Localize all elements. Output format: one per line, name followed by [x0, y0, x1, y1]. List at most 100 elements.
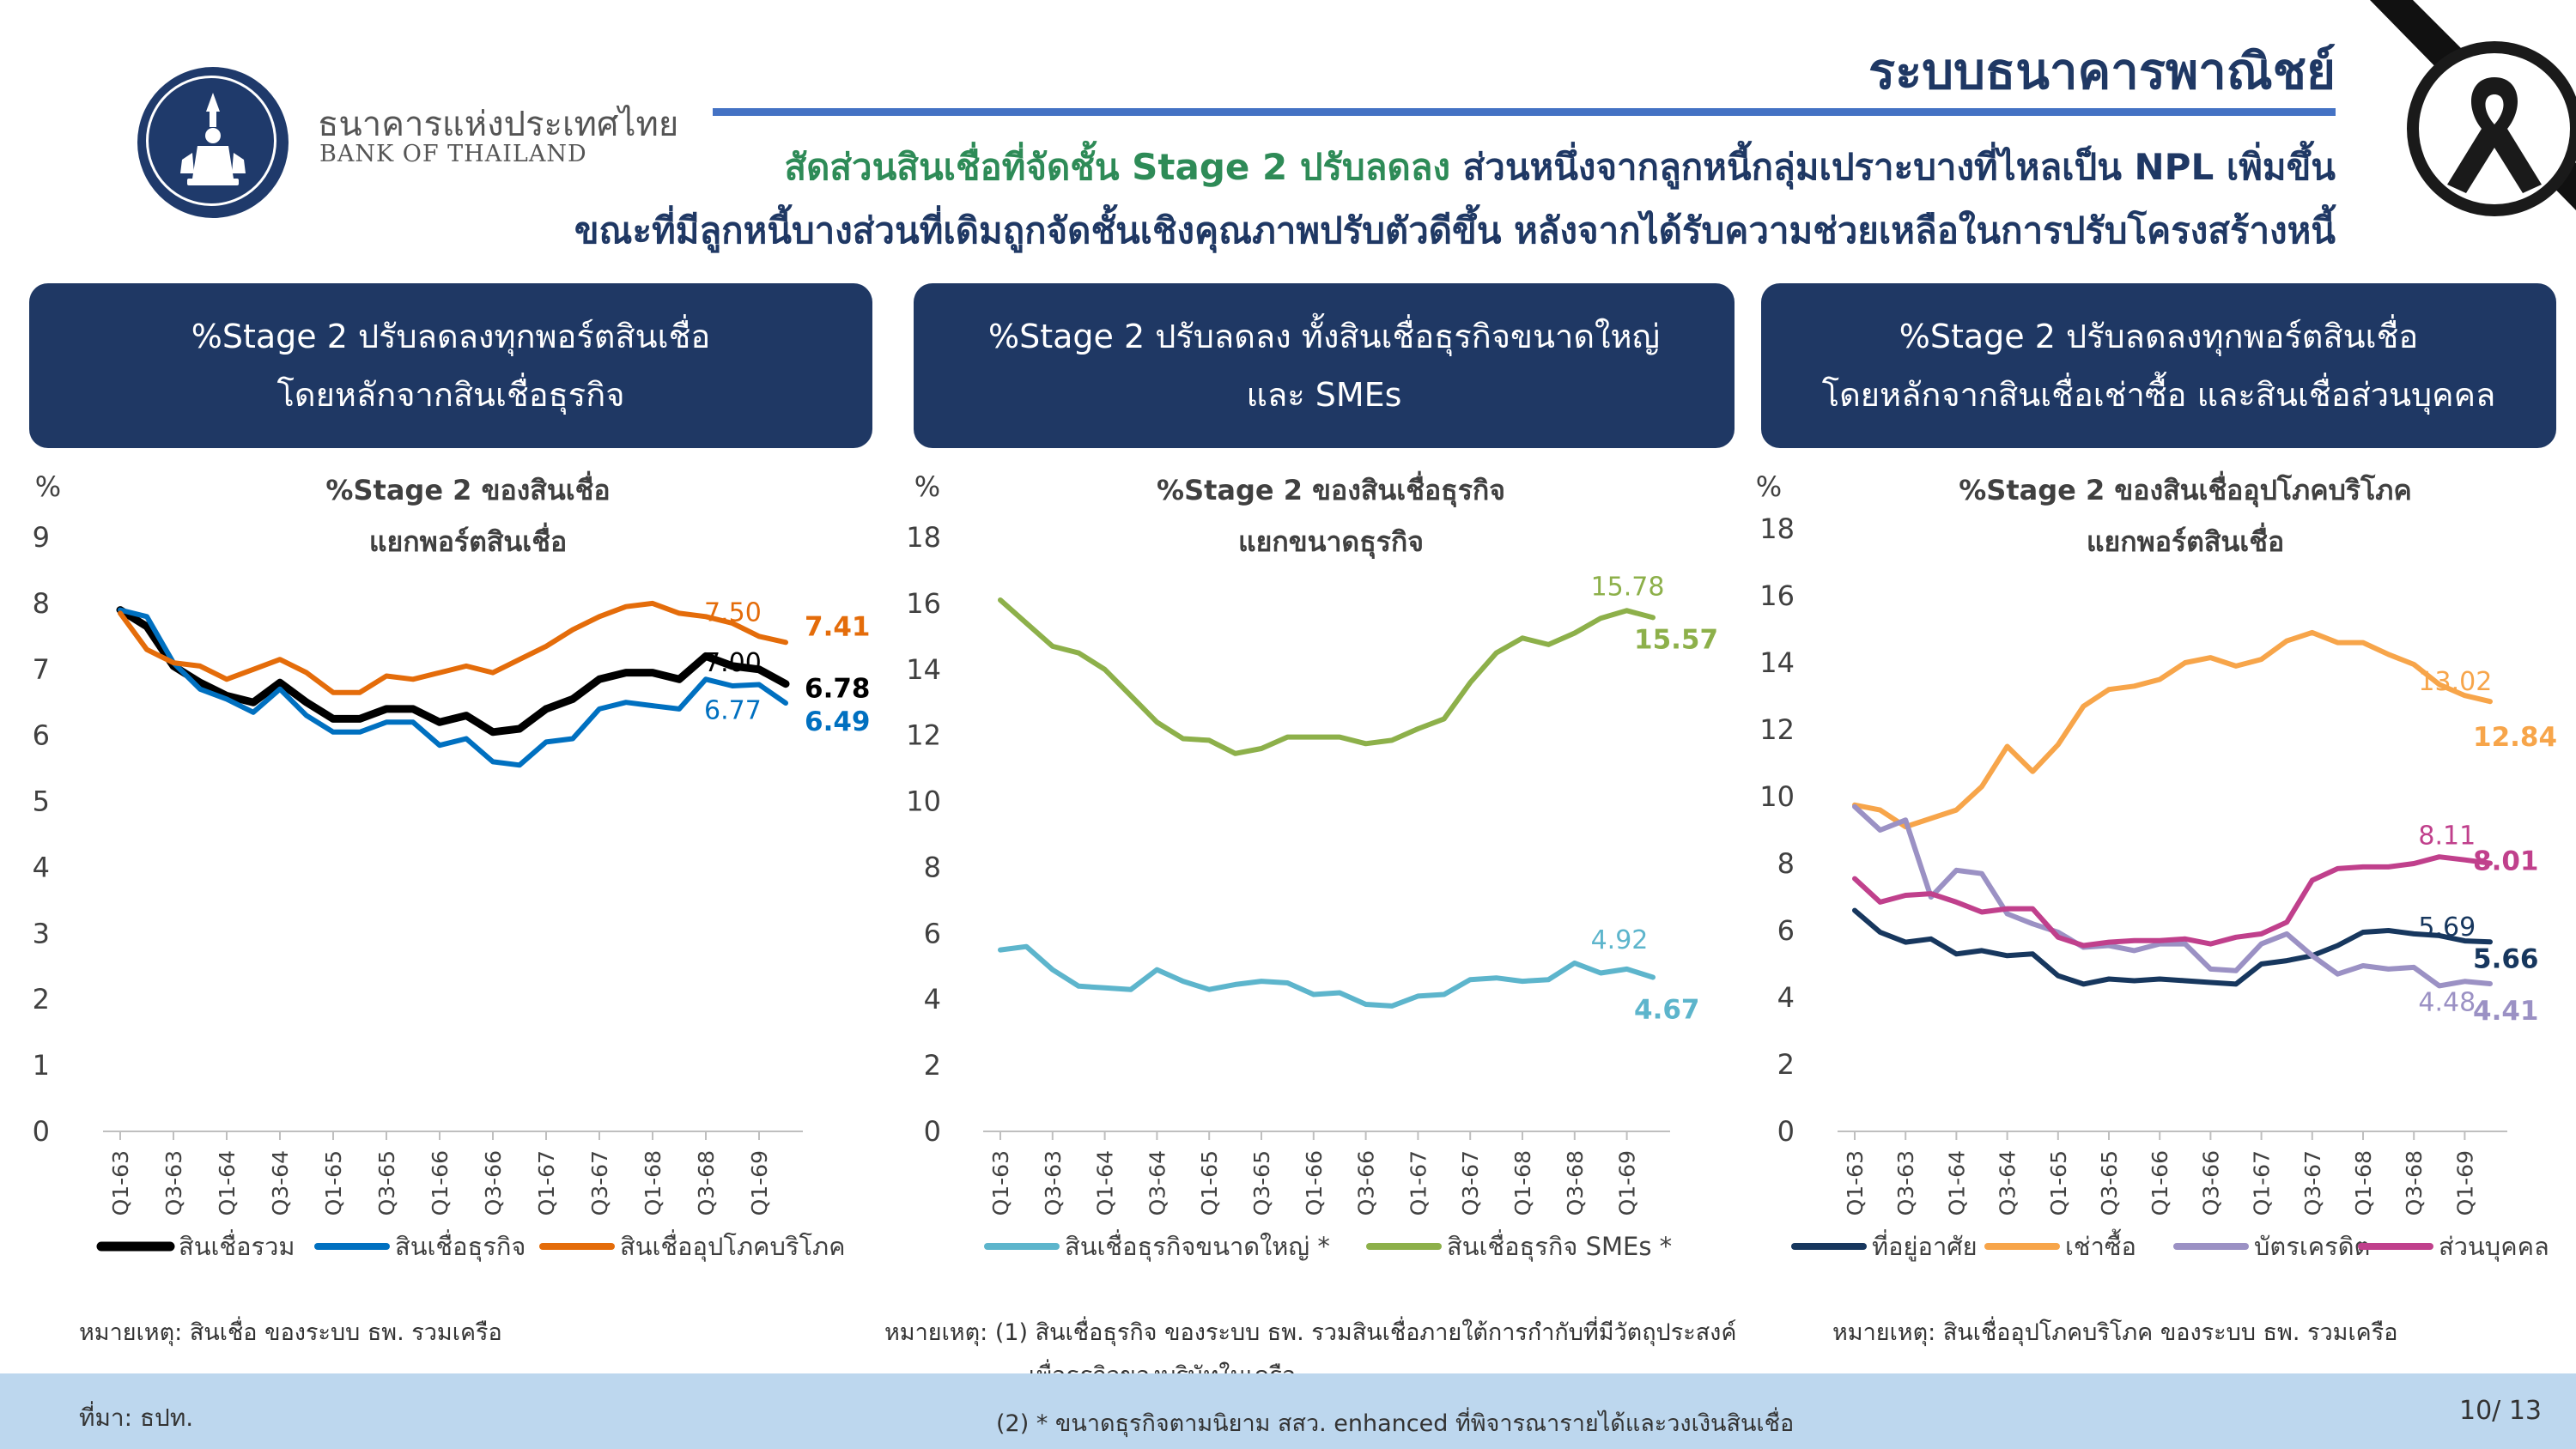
series-line — [1852, 907, 2493, 987]
data-label: 4.67 — [1634, 994, 1700, 1025]
y-tick-label: 8 — [924, 851, 941, 883]
y-tick-label: 0 — [924, 1115, 941, 1148]
series-line — [1852, 629, 2493, 830]
data-label: 4.41 — [2473, 996, 2539, 1027]
chart-title: %Stage 2 ของสินเชื่ออุปโภคบริโภค — [1959, 470, 2412, 508]
x-tick-label: Q3-63 — [1041, 1150, 1066, 1216]
data-label: 6.77 — [704, 695, 762, 725]
x-tick-label: Q1-69 — [747, 1150, 772, 1216]
page-number: 10/ 13 — [2459, 1396, 2542, 1426]
y-tick-label: 3 — [33, 917, 50, 949]
x-tick-label: Q1-63 — [988, 1150, 1013, 1216]
data-label: 15.78 — [1591, 572, 1665, 602]
data-label: 6.78 — [805, 674, 871, 705]
panel-header-3-line-1: %Stage 2 ปรับลดลงทุกพอร์ตสินเชื่อ — [1899, 318, 2419, 355]
y-tick-label: 2 — [1777, 1048, 1795, 1081]
x-tick-label: Q1-68 — [1510, 1150, 1535, 1216]
y-tick-label: 18 — [1759, 512, 1795, 545]
x-tick-label: Q1-65 — [321, 1150, 346, 1216]
x-tick-label: Q3-64 — [268, 1150, 293, 1216]
x-tick-label: Q3-66 — [2198, 1150, 2223, 1216]
y-tick-label: 10 — [1759, 780, 1795, 813]
note-chart-2-line-1: หมายเหตุ: (1) สินเชื่อธุรกิจ ของระบบ ธพ.… — [884, 1319, 1737, 1346]
data-label: 12.84 — [2473, 722, 2557, 753]
panel-header-3-line-2: โดยหลักจากสินเชื่อเช่าซื้อ และสินเชื่อส่… — [1821, 376, 2496, 414]
x-tick-label: Q1-67 — [2250, 1150, 2275, 1216]
y-tick-label: 4 — [1777, 981, 1795, 1014]
y-tick-label: 5 — [33, 785, 50, 818]
y-tick-label: 16 — [906, 587, 941, 620]
bank-name-thai: ธนาคารแห่งประเทศไทย — [318, 105, 679, 144]
panel-header-3: %Stage 2 ปรับลดลงทุกพอร์ตสินเชื่อ โดยหลั… — [1761, 283, 2556, 448]
x-tick-label: Q1-65 — [1197, 1150, 1222, 1216]
x-tick-label: Q3-65 — [2097, 1150, 2122, 1216]
legend-label: ที่อยู่อาศัย — [1872, 1229, 1978, 1262]
x-tick-label: Q3-63 — [161, 1150, 186, 1216]
chart-title: %Stage 2 ของสินเชื่อ — [325, 470, 610, 506]
headline-rest: ส่วนหนึ่งจากลูกหนี้กลุ่มเปราะบางที่ไหลเป… — [1449, 146, 2336, 188]
data-label: 15.57 — [1634, 624, 1718, 655]
chart-subtitle: แยกขนาดธุรกิจ — [1238, 525, 1424, 560]
title-underline — [713, 108, 2336, 116]
note-chart-2-line-3: (2) * ขนาดธุรกิจตามนิยาม สสว. enhanced ท… — [996, 1410, 1795, 1437]
y-tick-label: 18 — [906, 521, 941, 554]
data-label: 7.00 — [704, 648, 762, 678]
note-chart-3: หมายเหตุ: สินเชื่ออุปโภคบริโภค ของระบบ ธ… — [1832, 1319, 2398, 1346]
y-axis-unit: % — [35, 470, 61, 503]
y-tick-label: 4 — [924, 983, 941, 1016]
data-label: 4.48 — [2418, 987, 2476, 1017]
bank-name-english: BANK OF THAILAND — [319, 141, 587, 167]
x-tick-label: Q3-67 — [1458, 1150, 1483, 1216]
legend-label: สินเชื่อธุรกิจ SMEs * — [1447, 1229, 1672, 1262]
x-tick-label: Q3-63 — [1893, 1150, 1918, 1216]
y-tick-label: 10 — [906, 785, 941, 818]
data-label: 7.50 — [704, 597, 762, 627]
panel-header-1: %Stage 2 ปรับลดลงทุกพอร์ตสินเชื่อ โดยหลั… — [29, 283, 872, 448]
y-tick-label: 8 — [33, 587, 50, 620]
bank-logo-ring — [146, 76, 276, 206]
panel-header-1-line-1: %Stage 2 ปรับลดลงทุกพอร์ตสินเชื่อ — [191, 318, 711, 355]
series-line — [1852, 803, 2493, 989]
series-line — [1852, 854, 2493, 949]
headline-line-1: สัดส่วนสินเชื่อที่จัดชั้น Stage 2 ปรับลด… — [515, 139, 2336, 196]
y-tick-label: 4 — [33, 851, 50, 883]
x-tick-label: Q3-67 — [2300, 1150, 2325, 1216]
legend-label: สินเชื่อธุรกิจ — [395, 1229, 526, 1262]
x-tick-label: Q1-65 — [2046, 1150, 2071, 1216]
x-tick-label: Q1-63 — [1843, 1150, 1868, 1216]
x-tick-label: Q1-66 — [2148, 1150, 2172, 1216]
x-tick-label: Q1-69 — [2452, 1150, 2477, 1216]
panel-header-2: %Stage 2 ปรับลดลง ทั้งสินเชื่อธุรกิจขนาด… — [914, 283, 1735, 448]
y-tick-label: 0 — [33, 1115, 50, 1148]
chart-business-loans: %Stage 2 ของสินเชื่อธุรกิจแยกขนาดธุรกิจ%… — [906, 470, 1718, 1262]
series-line — [118, 607, 788, 768]
x-tick-label: Q3-68 — [2402, 1150, 2427, 1216]
series-line — [116, 606, 790, 737]
chart-title: %Stage 2 ของสินเชื่อธุรกิจ — [1157, 470, 1505, 508]
x-tick-label: Q1-67 — [1406, 1150, 1431, 1216]
y-tick-label: 14 — [906, 653, 941, 686]
legend-label: บัตรเครดิต — [2254, 1232, 2370, 1261]
x-tick-label: Q1-64 — [1093, 1150, 1118, 1216]
x-tick-label: Q1-67 — [534, 1150, 559, 1216]
panel-header-2-line-2: และ SMEs — [1246, 376, 1402, 414]
y-tick-label: 16 — [1759, 579, 1795, 612]
x-tick-label: Q1-64 — [1944, 1150, 1969, 1216]
y-axis-unit: % — [1756, 470, 1782, 503]
x-tick-label: Q3-64 — [1145, 1150, 1170, 1216]
legend-label: สินเชื่ออุปโภคบริโภค — [620, 1229, 846, 1262]
x-tick-label: Q3-66 — [481, 1150, 506, 1216]
data-label: 5.66 — [2473, 943, 2539, 974]
chart-subtitle: แยกพอร์ตสินเชื่อ — [369, 522, 567, 558]
bank-emblem-icon — [180, 93, 246, 185]
x-tick-label: Q3-65 — [1249, 1150, 1274, 1216]
x-tick-label: Q3-67 — [587, 1150, 612, 1216]
panel-header-1-line-2: โดยหลักจากสินเชื่อธุรกิจ — [276, 376, 625, 414]
chart-subtitle: แยกพอร์ตสินเชื่อ — [2087, 522, 2284, 558]
y-tick-label: 2 — [33, 983, 50, 1016]
mourning-ribbon-icon — [2370, 0, 2576, 216]
legend-label: สินเชื่อรวม — [179, 1229, 295, 1261]
x-tick-label: Q3-64 — [1996, 1150, 2020, 1216]
x-tick-label: Q3-68 — [694, 1150, 719, 1216]
